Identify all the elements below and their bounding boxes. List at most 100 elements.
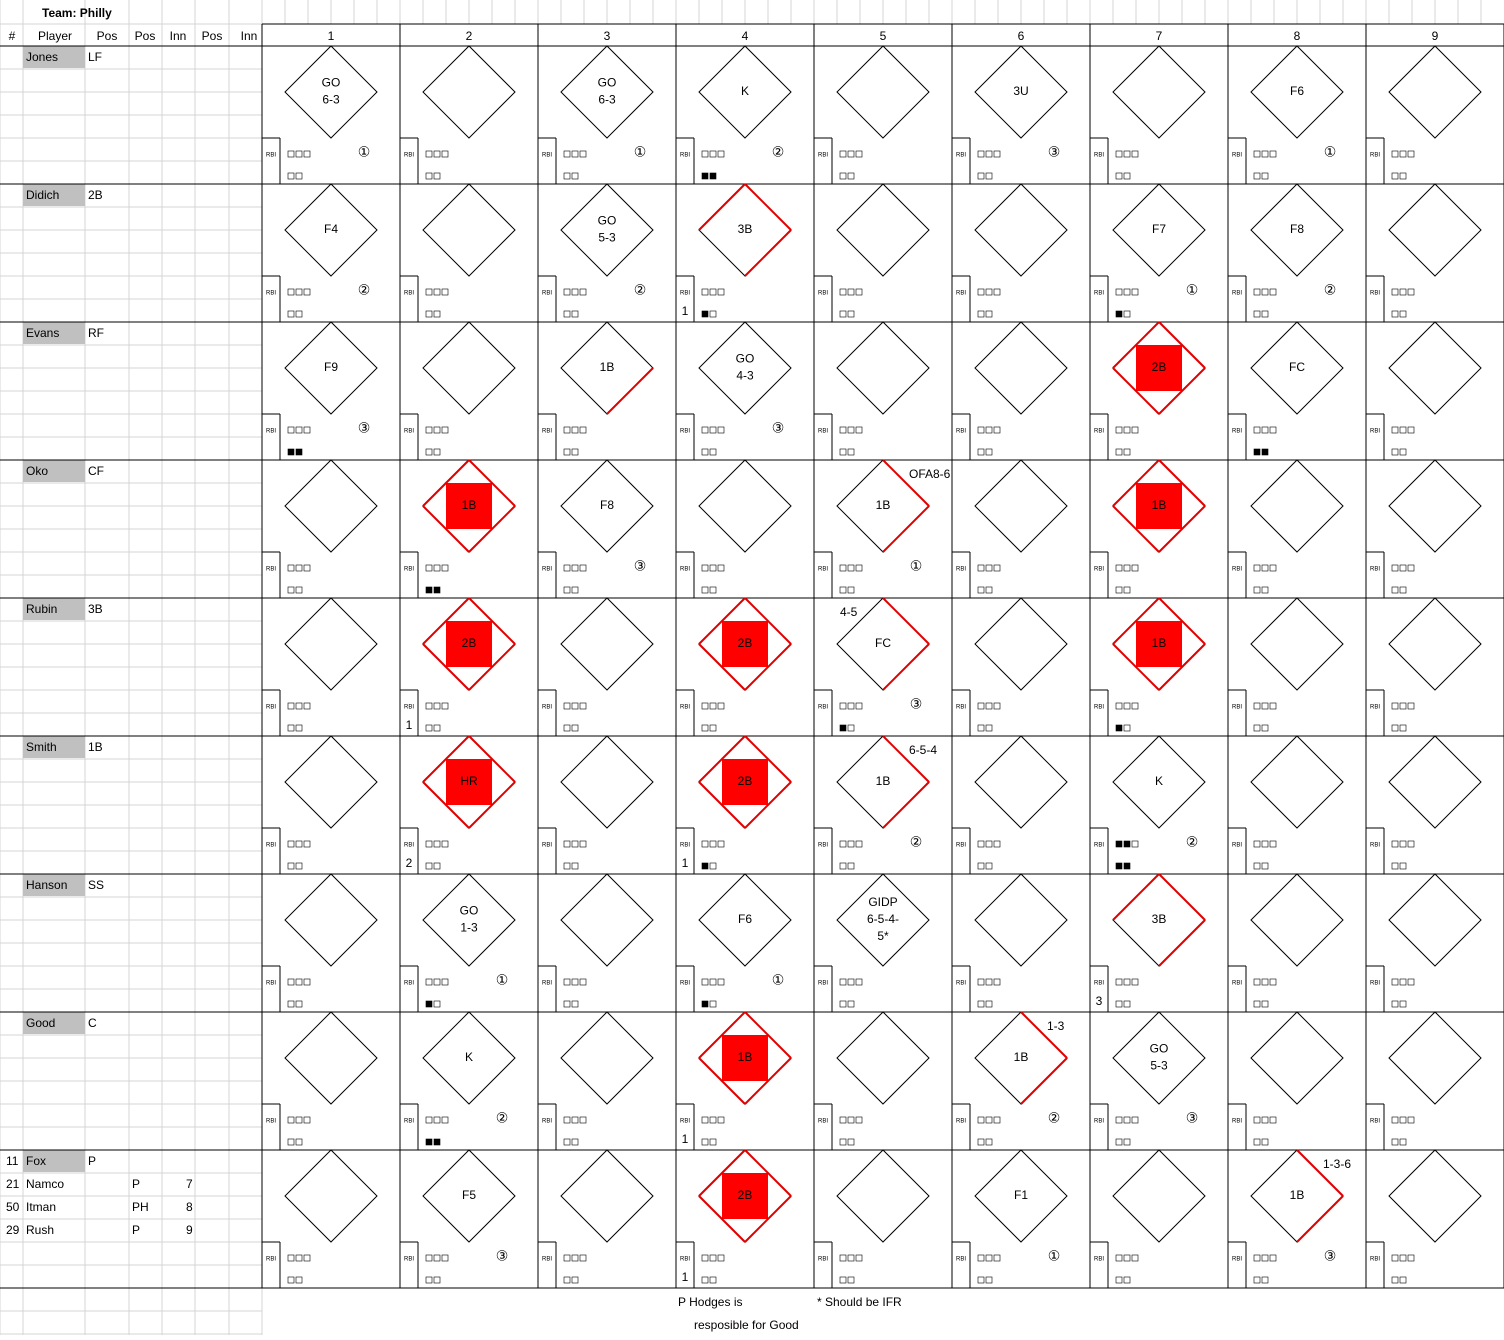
base-path (468, 505, 516, 553)
ball-box (1115, 1254, 1123, 1262)
ball-box (985, 426, 993, 434)
play-note: 6-5-4 (909, 743, 937, 757)
play-result: 1B (1152, 498, 1167, 512)
strike-box (701, 1000, 709, 1008)
diamond (422, 1149, 516, 1243)
play-result: 2B (738, 1188, 753, 1202)
out-number: ③ (496, 1248, 509, 1264)
ball-box (1123, 564, 1131, 572)
play-result: F6 (1290, 84, 1304, 98)
strike-box (709, 724, 717, 732)
ball-box (1123, 150, 1131, 158)
ball-box (425, 150, 433, 158)
ball-box (433, 978, 441, 986)
base-path (744, 183, 792, 231)
ball-box (839, 978, 847, 986)
base-path (744, 1149, 792, 1197)
ball-box (441, 1116, 449, 1124)
ball-box (563, 702, 571, 710)
diamond (974, 459, 1068, 553)
strike-box (839, 1276, 847, 1284)
ball-box (1407, 978, 1415, 986)
strike-box (1261, 586, 1269, 594)
base-path (698, 597, 746, 645)
strike-box (287, 1138, 295, 1146)
ball-box (579, 288, 587, 296)
ball-box (1407, 426, 1415, 434)
play-result: K (1155, 774, 1163, 788)
ball-box (441, 1254, 449, 1262)
diamond (1112, 1011, 1206, 1105)
ball-box (847, 564, 855, 572)
strike-box (709, 862, 717, 870)
ball-box (295, 840, 303, 848)
rbi-label: RBI (818, 429, 828, 435)
base-path (1112, 873, 1160, 921)
strike-box (1391, 1138, 1399, 1146)
strike-box (1261, 1000, 1269, 1008)
strike-box (1115, 1138, 1123, 1146)
rbi-label: RBI (818, 153, 828, 159)
strike-box (977, 586, 985, 594)
play-result: K (465, 1050, 473, 1064)
ball-box (709, 564, 717, 572)
column-header: Pos (202, 29, 223, 43)
diamond (974, 321, 1068, 415)
out-number: ③ (772, 420, 785, 436)
rbi-label: RBI (404, 981, 414, 987)
rbi-count: 1 (682, 856, 689, 870)
out-number: ① (358, 144, 371, 160)
name-cell-bg (23, 736, 85, 758)
base-path (1158, 459, 1206, 507)
rbi-label: RBI (1370, 291, 1380, 297)
diamond (284, 183, 378, 277)
strike-box (1391, 862, 1399, 870)
diamond (1388, 873, 1482, 967)
ball-box (839, 840, 847, 848)
strike-box (1261, 172, 1269, 180)
strike-box (563, 172, 571, 180)
play-result: 1B (600, 360, 615, 374)
rbi-label: RBI (680, 291, 690, 297)
name-cell-bg (23, 460, 85, 482)
ball-box (303, 564, 311, 572)
ball-box (701, 150, 709, 158)
play-result: 1B (1152, 636, 1167, 650)
player-name: Rubin (26, 602, 57, 616)
ball-box (1391, 1254, 1399, 1262)
ball-box (977, 288, 985, 296)
strike-box (1115, 1000, 1123, 1008)
strike-box (287, 172, 295, 180)
rbi-label: RBI (956, 1119, 966, 1125)
ball-box (287, 564, 295, 572)
ball-box (1253, 1116, 1261, 1124)
strike-box (839, 724, 847, 732)
run-scored (446, 759, 492, 805)
rbi-label: RBI (680, 153, 690, 159)
out-number: ① (1186, 282, 1199, 298)
diamond (284, 321, 378, 415)
strike-box (1115, 172, 1123, 180)
run-scored (1136, 345, 1182, 391)
name-cell-bg (23, 46, 85, 68)
rbi-label: RBI (1232, 567, 1242, 573)
out-number: ① (496, 972, 509, 988)
rbi-count: 1 (682, 304, 689, 318)
ball-box (579, 150, 587, 158)
diamond (836, 45, 930, 139)
ball-box (1131, 1254, 1139, 1262)
ball-box (425, 288, 433, 296)
rbi-label: RBI (956, 429, 966, 435)
strike-box (985, 586, 993, 594)
diamond (974, 597, 1068, 691)
run-scored (1136, 483, 1182, 529)
strike-box (985, 448, 993, 456)
rbi-label: RBI (818, 981, 828, 987)
base-path (1112, 459, 1160, 507)
ball-box (985, 564, 993, 572)
ball-box (287, 150, 295, 158)
rbi-label: RBI (542, 567, 552, 573)
ball-box (1391, 978, 1399, 986)
sub-pos: PH (132, 1200, 149, 1214)
diamond (284, 1011, 378, 1105)
